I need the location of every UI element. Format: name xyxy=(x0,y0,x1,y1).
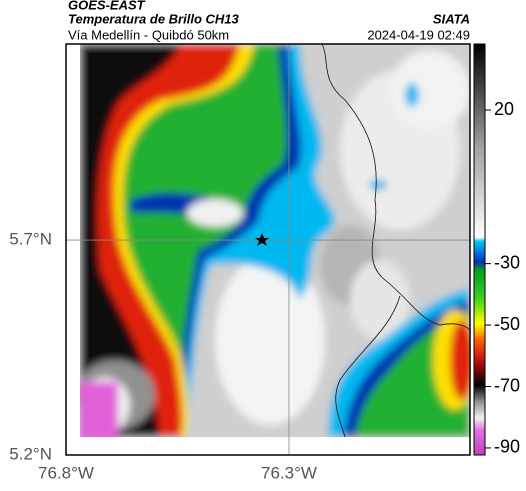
colorbar-tick-label: -90 xyxy=(494,437,520,457)
subtitle: Temperatura de Brillo CH13 xyxy=(68,11,240,26)
imagery xyxy=(66,44,470,455)
y-tick-label: 5.2°N xyxy=(9,444,52,463)
colorbar-tick-label: -70 xyxy=(494,375,520,395)
route: Vía Medellín - Quibdó 50km xyxy=(68,27,229,42)
x-tick-label: 76.8°W xyxy=(38,463,94,482)
x-tick-label: 76.3°W xyxy=(261,463,317,482)
colorbar-tick-label: -50 xyxy=(494,314,520,334)
colorbar xyxy=(473,43,486,456)
location-marker xyxy=(255,233,269,246)
colorbar-tick-label: -30 xyxy=(494,252,520,272)
y-tick-label: 5.7°N xyxy=(9,230,52,249)
map-frame xyxy=(65,43,471,456)
title: GOES-EAST xyxy=(68,0,146,12)
source: SIATA xyxy=(433,11,470,26)
datetime: 2024-04-19 02:49 xyxy=(367,27,470,42)
colorbar-tick-label: 20 xyxy=(494,99,514,119)
